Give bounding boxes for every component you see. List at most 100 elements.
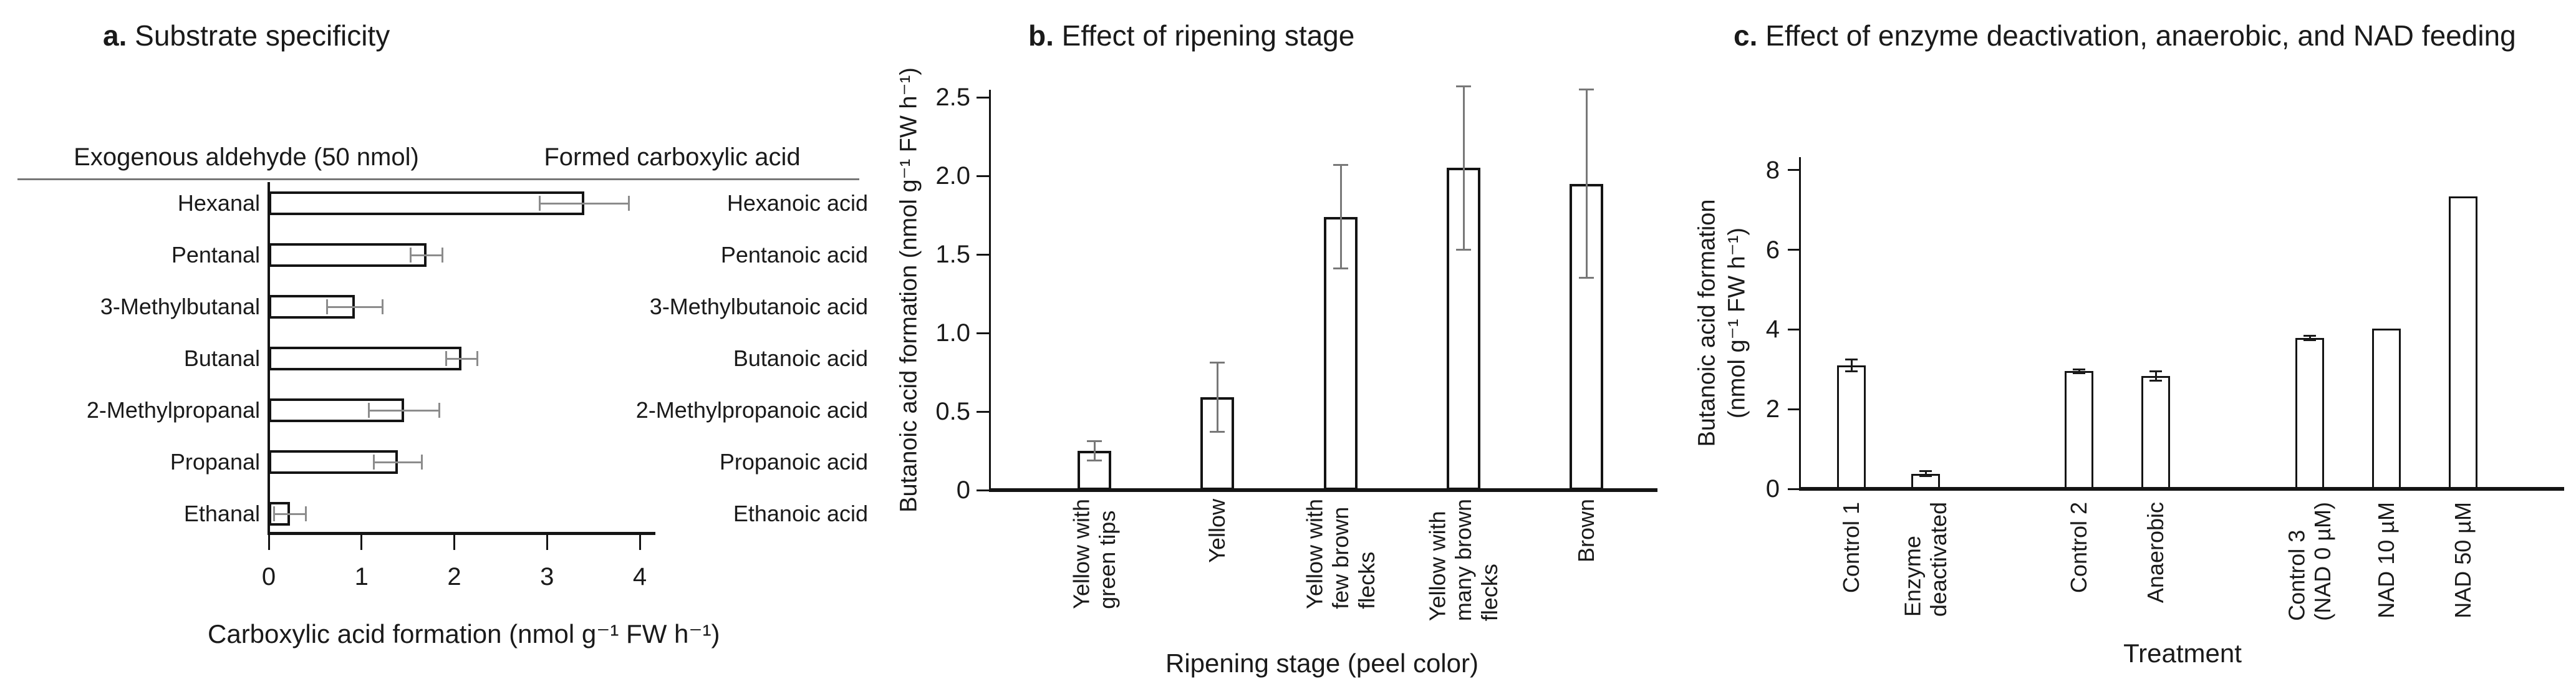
x-axis-tick-label: 4 — [632, 563, 647, 591]
category-label: Control 1 — [1838, 502, 1864, 593]
bar — [269, 243, 427, 267]
error-bar-line — [446, 357, 478, 360]
error-bar-cap — [1845, 358, 1858, 360]
error-bar-cap — [2303, 335, 2316, 337]
panel-c-title-text: Effect of enzyme deactivation, anaerobic… — [1765, 19, 2516, 52]
panel-a-title-text: Substrate specificity — [135, 19, 390, 52]
error-bar-cap — [1333, 163, 1348, 166]
error-bar-cap — [1456, 85, 1471, 87]
panel-c-x-axis-title: Treatment — [2123, 639, 2242, 668]
error-bar-line — [539, 202, 629, 205]
y-axis-tick-label: 2.5 — [935, 84, 970, 111]
error-bar-line — [1339, 165, 1342, 269]
y-axis-tick-label: 6 — [1765, 236, 1780, 264]
error-bar-cap — [273, 506, 276, 521]
panel-b-letter: b. — [1028, 19, 1054, 52]
bar — [269, 191, 584, 215]
panel-a-letter: a. — [103, 19, 127, 52]
error-bar-cap — [382, 299, 384, 314]
error-bar-cap — [2073, 372, 2085, 375]
y-axis-tick — [977, 489, 989, 491]
category-label: Propanal — [170, 449, 260, 475]
y-axis-tick — [1788, 328, 1799, 330]
bar — [2141, 376, 2170, 489]
category-label: 2-Methylpropanal — [86, 397, 260, 423]
panel-b-y-axis — [989, 90, 991, 490]
error-bar-cap — [1087, 459, 1102, 461]
column-header-aldehyde: Exogenous aldehyde (50 nmol) — [74, 143, 419, 171]
acid-label: Pentanoic acid — [720, 242, 868, 268]
category-label-text: Control 2 — [2066, 502, 2092, 594]
y-axis-tick — [977, 96, 989, 99]
panel-c-title: c. Effect of enzyme deactivation, anaero… — [1734, 19, 2516, 52]
panel-a-x-axis — [268, 532, 655, 535]
error-bar-cap — [368, 403, 370, 418]
panel-a-x-axis-title: Carboxylic acid formation (nmol g⁻¹ FW h… — [208, 619, 720, 648]
x-axis-tick — [639, 534, 641, 550]
error-bar-cap — [445, 351, 447, 366]
error-bar-cap — [1579, 88, 1594, 90]
y-axis-tick-label: 2 — [1765, 395, 1780, 423]
error-bar-line — [2154, 371, 2157, 381]
panel-b-title: b. Effect of ripening stage — [1028, 19, 1354, 52]
error-bar-cap — [1845, 370, 1858, 372]
error-bar-cap — [538, 196, 541, 211]
acid-label: Hexanoic acid — [726, 190, 868, 216]
error-bar-cap — [2149, 370, 2162, 372]
error-bar-cap — [438, 403, 441, 418]
y-axis-tick-label: 1.5 — [935, 241, 970, 268]
bar — [1324, 217, 1358, 490]
category-label: 3-Methylbutanal — [100, 294, 260, 319]
panel-c-letter: c. — [1734, 19, 1758, 52]
error-bar-line — [1924, 471, 1927, 476]
category-label: Butanal — [183, 345, 260, 371]
x-axis-tick-label: 0 — [261, 563, 276, 591]
y-axis-tick-label: 0 — [956, 476, 970, 504]
y-axis-tick — [1788, 249, 1799, 251]
bar — [269, 347, 461, 370]
acid-label: Propanoic acid — [719, 449, 868, 475]
category-label-text: NAD 50 µM — [2450, 502, 2476, 619]
x-axis-tick-label: 2 — [447, 563, 461, 591]
category-label: Pentanal — [171, 242, 260, 268]
acid-label: 3-Methylbutanoic acid — [649, 294, 868, 319]
error-bar-line — [374, 461, 422, 463]
panel-c-y-axis — [1799, 157, 1801, 489]
y-axis-tick — [1788, 408, 1799, 410]
error-bar-line — [1216, 362, 1218, 432]
y-axis-tick — [977, 332, 989, 334]
panel-b: b. Effect of ripening stage Butanoic aci… — [873, 0, 1684, 699]
category-label: Control 2 — [2066, 502, 2092, 593]
panel-c: c. Effect of enzyme deactivation, anaero… — [1684, 0, 2576, 699]
error-bar-cap — [1456, 248, 1471, 251]
category-label: Ethanal — [183, 501, 260, 526]
category-label-text: NAD 10 µM — [2373, 502, 2400, 619]
error-bar-cap — [305, 506, 307, 521]
error-bar-cap — [372, 455, 375, 470]
error-bar-line — [1093, 441, 1096, 461]
header-divider-line — [17, 178, 859, 180]
bar — [2065, 371, 2093, 489]
error-bar-cap — [476, 351, 479, 366]
error-bar-cap — [627, 196, 630, 211]
error-bar-cap — [410, 248, 412, 263]
category-label-text: Anaerobic — [2143, 502, 2169, 604]
error-bar-line — [2308, 335, 2311, 340]
error-bar-cap — [1087, 440, 1102, 443]
y-axis-tick-label: 0.5 — [935, 398, 970, 425]
panel-b-x-axis — [989, 488, 1657, 492]
error-bar-cap — [420, 455, 423, 470]
error-bar-line — [369, 409, 440, 412]
category-label: Anaerobic — [2143, 502, 2169, 603]
error-bar-cap — [2149, 380, 2162, 382]
y-axis-tick — [1788, 488, 1799, 490]
y-axis-tick — [1788, 169, 1799, 171]
panel-a-plot-area: Hexanal Hexanoic acid Pentanal Pentanoic ac… — [0, 0, 873, 699]
y-axis-tick — [977, 410, 989, 413]
error-bar-line — [327, 306, 383, 308]
acid-label: 2-Methylpropanoic acid — [635, 397, 868, 423]
error-bar-line — [274, 513, 306, 515]
panel-a: a. Substrate specificity Exogenous aldeh… — [0, 0, 873, 699]
panel-b-title-text: Effect of ripening stage — [1061, 19, 1355, 52]
